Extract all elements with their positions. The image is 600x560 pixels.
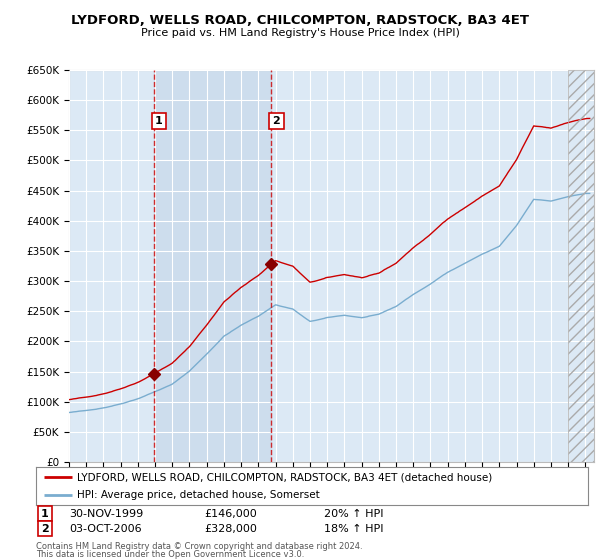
- Bar: [154, 70, 271, 462]
- Text: £328,000: £328,000: [204, 524, 257, 534]
- Text: 03-OCT-2006: 03-OCT-2006: [69, 524, 142, 534]
- Text: Price paid vs. HM Land Registry's House Price Index (HPI): Price paid vs. HM Land Registry's House …: [140, 28, 460, 38]
- Text: Contains HM Land Registry data © Crown copyright and database right 2024.: Contains HM Land Registry data © Crown c…: [36, 542, 362, 551]
- Text: £146,000: £146,000: [204, 508, 257, 519]
- Text: 2: 2: [41, 524, 49, 534]
- Text: 2: 2: [272, 116, 280, 126]
- Text: HPI: Average price, detached house, Somerset: HPI: Average price, detached house, Some…: [77, 490, 320, 500]
- Text: 1: 1: [155, 116, 163, 126]
- Text: 18% ↑ HPI: 18% ↑ HPI: [324, 524, 383, 534]
- Bar: [568, 70, 594, 462]
- Text: This data is licensed under the Open Government Licence v3.0.: This data is licensed under the Open Gov…: [36, 550, 304, 559]
- Text: LYDFORD, WELLS ROAD, CHILCOMPTON, RADSTOCK, BA3 4ET: LYDFORD, WELLS ROAD, CHILCOMPTON, RADSTO…: [71, 14, 529, 27]
- Text: 20% ↑ HPI: 20% ↑ HPI: [324, 508, 383, 519]
- Text: 1: 1: [41, 508, 49, 519]
- Text: LYDFORD, WELLS ROAD, CHILCOMPTON, RADSTOCK, BA3 4ET (detached house): LYDFORD, WELLS ROAD, CHILCOMPTON, RADSTO…: [77, 472, 493, 482]
- Text: 30-NOV-1999: 30-NOV-1999: [69, 508, 143, 519]
- Bar: [568, 70, 594, 462]
